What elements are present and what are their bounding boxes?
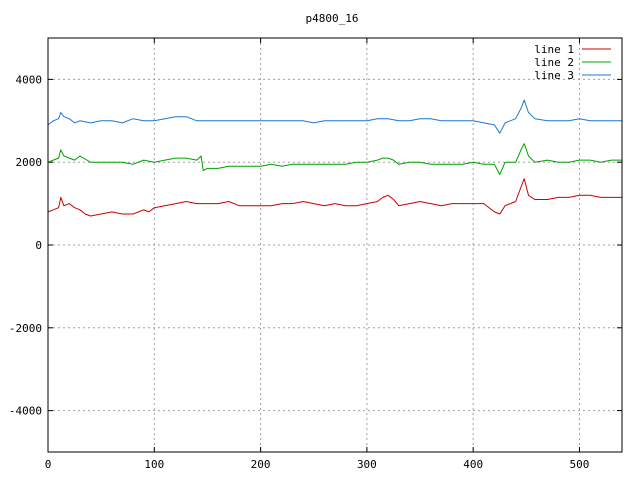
chart-title: p4800_16 [306, 12, 359, 25]
series-line-1 [47, 178, 622, 217]
x-tick-label: 500 [570, 458, 590, 471]
grid-lines [48, 38, 622, 452]
series-line-2 [47, 143, 622, 176]
legend-label-3: line 3 [534, 69, 574, 82]
axis-ticks: 0 100 200 300 400 500 -4000 -2000 0 2000 4000 [9, 38, 622, 471]
y-tick-label: 4000 [16, 73, 43, 86]
legend-label-2: line 2 [534, 56, 574, 69]
x-tick-label: 100 [144, 458, 164, 471]
x-tick-label: 400 [463, 458, 483, 471]
legend-label-1: line 1 [534, 43, 574, 56]
x-tick-label: 300 [357, 458, 377, 471]
data-series [47, 99, 622, 217]
y-tick-label: 2000 [16, 156, 43, 169]
series-line-3 [47, 99, 622, 134]
x-tick-label: 0 [45, 458, 52, 471]
y-tick-label: 0 [35, 239, 42, 252]
plot-area-border [47, 37, 623, 453]
x-tick-label: 200 [251, 458, 271, 471]
y-tick-label: -4000 [9, 405, 42, 418]
y-tick-label: -2000 [9, 322, 42, 335]
